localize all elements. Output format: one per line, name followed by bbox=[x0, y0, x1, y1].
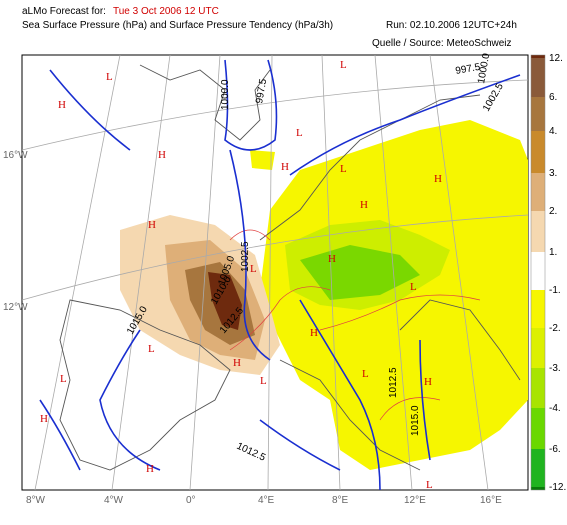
colorbar-label: -1. bbox=[549, 285, 561, 296]
lon-label: 8°E bbox=[332, 495, 349, 506]
pressure-center: H bbox=[233, 357, 241, 369]
lon-label: 12°E bbox=[404, 495, 426, 506]
forecast-prefix: aLMo Forecast for: bbox=[22, 6, 106, 17]
colorbar-segment bbox=[531, 408, 545, 449]
pressure-center: L bbox=[106, 71, 113, 83]
isobar-label: 1012.5 bbox=[388, 367, 399, 398]
pressure-center: H bbox=[40, 413, 48, 425]
lon-label: 8°W bbox=[26, 495, 46, 506]
colorbar-segment bbox=[531, 211, 545, 252]
pressure-center: L bbox=[340, 59, 347, 71]
pressure-center: H bbox=[158, 149, 166, 161]
forecast-time: Tue 3 Oct 2006 12 UTC bbox=[113, 6, 219, 17]
colorbar-label: -4. bbox=[549, 403, 561, 414]
lat-label: 12°W bbox=[3, 302, 28, 313]
pressure-center: L bbox=[60, 373, 67, 385]
pressure-center: L bbox=[260, 375, 267, 387]
colorbar-label: -6. bbox=[549, 444, 561, 455]
colorbar-label: -12. bbox=[549, 482, 566, 493]
pressure-center: H bbox=[148, 219, 156, 231]
coastlines bbox=[59, 64, 521, 471]
pressure-center: H bbox=[360, 199, 368, 211]
pressure-center: L bbox=[340, 163, 347, 175]
colorbar-segment bbox=[531, 173, 545, 211]
pressure-center: L bbox=[148, 343, 155, 355]
isobars bbox=[39, 59, 521, 491]
colorbar-segment bbox=[531, 131, 545, 173]
run-info: Run: 02.10.2006 12UTC+24h bbox=[386, 20, 517, 31]
colorbar-label: 6. bbox=[549, 92, 557, 103]
pressure-center: H bbox=[58, 99, 66, 111]
pressure-center: H bbox=[424, 376, 432, 388]
graticule bbox=[21, 54, 529, 491]
colorbar-segment bbox=[531, 58, 545, 97]
pressure-center: L bbox=[362, 368, 369, 380]
subtitle: Sea Surface Pressure (hPa) and Surface P… bbox=[22, 20, 333, 31]
pressure-center: L bbox=[410, 281, 417, 293]
pressure-center: L bbox=[426, 479, 433, 491]
colorbar-label: 3. bbox=[549, 168, 557, 179]
lat-label: 16°W bbox=[3, 150, 28, 161]
lon-label: 0° bbox=[186, 495, 196, 506]
isobar-label: 997.5 bbox=[455, 62, 482, 77]
colorbar-label: 12. bbox=[549, 53, 563, 64]
pressure-center: H bbox=[146, 463, 154, 475]
isobar-label: 1015.0 bbox=[410, 405, 421, 436]
pressure-center: H bbox=[328, 253, 336, 265]
isobar-label: 1000.0 bbox=[476, 52, 492, 84]
source: Quelle / Source: MeteoSchweiz bbox=[372, 38, 512, 49]
colorbar-segment bbox=[531, 97, 545, 131]
isobar-label: 1000.0 bbox=[220, 79, 231, 110]
pressure-center: L bbox=[296, 127, 303, 139]
isobar-label: 997.5 bbox=[254, 78, 269, 105]
colorbar-label: 2. bbox=[549, 206, 557, 217]
colorbar-segment bbox=[531, 290, 545, 328]
colorbar-label: -3. bbox=[549, 363, 561, 374]
tendency-area bbox=[250, 150, 275, 170]
colorbar-segment bbox=[531, 328, 545, 368]
isobar-label: 1002.5 bbox=[240, 241, 251, 272]
pressure-center: H bbox=[281, 161, 289, 173]
lon-label: 4°E bbox=[258, 495, 275, 506]
colorbar-segment bbox=[531, 55, 545, 58]
pressure-center: H bbox=[434, 173, 442, 185]
map bbox=[21, 54, 529, 491]
colorbar-segment bbox=[531, 487, 545, 490]
colorbar-label: 4. bbox=[549, 126, 557, 137]
colorbar-frame bbox=[530, 54, 546, 491]
colorbar-segment bbox=[531, 449, 545, 487]
tendency-contours bbox=[229, 229, 481, 421]
lon-label: 16°E bbox=[480, 495, 502, 506]
colorbar-segment bbox=[531, 368, 545, 408]
colorbar-label: -2. bbox=[549, 323, 561, 334]
colorbar-label: 1. bbox=[549, 247, 557, 258]
pressure-center: H bbox=[310, 327, 318, 339]
tendency-area bbox=[208, 272, 242, 330]
lon-label: 4°W bbox=[104, 495, 124, 506]
pressure-center: L bbox=[250, 263, 257, 275]
tendency-area bbox=[300, 245, 420, 300]
